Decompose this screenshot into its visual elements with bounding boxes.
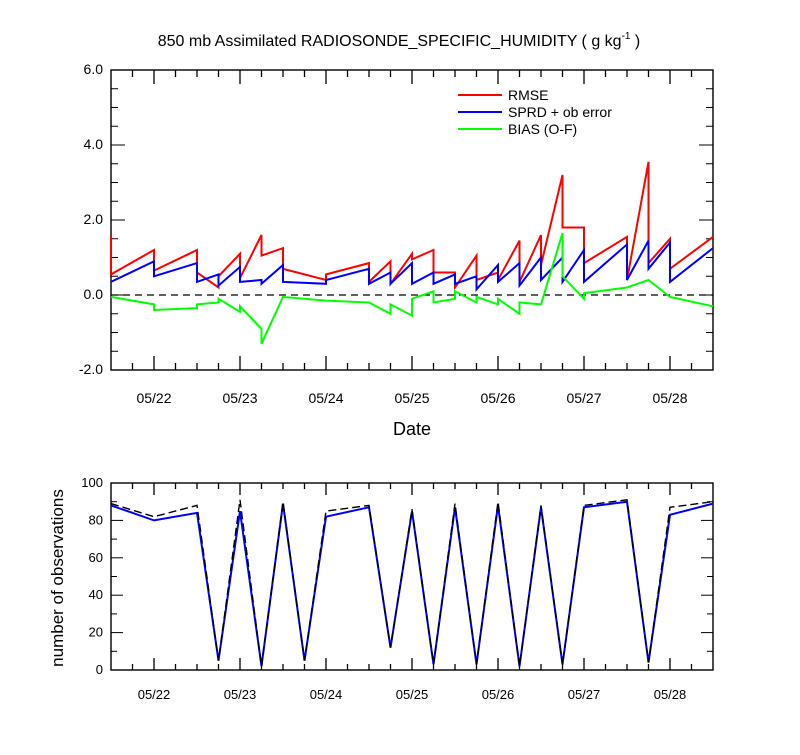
- y-tick-label: 0.0: [84, 286, 104, 302]
- legend-label-rmse: RMSE: [508, 87, 548, 103]
- y-tick-label: 100: [81, 475, 103, 490]
- x-axis-label: Date: [393, 419, 431, 439]
- y-tick-label: 80: [89, 512, 103, 527]
- x-tick-label: 05/22: [138, 687, 171, 702]
- x-tick-label: 05/27: [566, 390, 601, 406]
- plot-frame: [110, 69, 714, 371]
- x-tick-label: 05/26: [480, 390, 515, 406]
- y-tick-label: -2.0: [79, 361, 103, 377]
- legend-label-sprd-ob-error: SPRD + ob error: [508, 104, 612, 120]
- legend-label-bias-o-f: BIAS (O-F): [508, 121, 577, 137]
- x-tick-label: 05/23: [222, 390, 257, 406]
- series-line-sprd-ob-error: [110, 239, 714, 293]
- y-tick-label: 4.0: [84, 136, 104, 152]
- x-tick-label: 05/25: [396, 687, 429, 702]
- x-tick-label: 05/24: [310, 687, 343, 702]
- series-line-assimilated: [110, 500, 714, 667]
- y-tick-label: 6.0: [84, 61, 104, 77]
- chart-title: 850 mb Assimilated RADIOSONDE_SPECIFIC_H…: [158, 31, 641, 50]
- y-axis-label-observations: number of observations: [48, 489, 67, 667]
- x-tick-label: 05/24: [308, 390, 343, 406]
- rmse-bias-panel: -2.0 0.0 2.0 4.0 6.0 05/22 05/23 05/24 05/25 05/2…: [79, 61, 714, 406]
- y-tick-label: 0: [96, 662, 103, 677]
- x-tick-label: 05/25: [394, 390, 429, 406]
- x-tick-label: 05/27: [568, 687, 601, 702]
- x-tick-label: 05/28: [652, 390, 687, 406]
- y-tick-label: 60: [89, 550, 103, 565]
- observations-panel: 0 20 40 60 80 100 05/22 05/23 05/24 05/25 05/26 05/…: [81, 475, 714, 702]
- y-tick-label: 2.0: [84, 211, 104, 227]
- x-tick-label: 05/22: [136, 390, 171, 406]
- y-tick-label: 40: [89, 587, 103, 602]
- series-line-bias-o-f: [110, 232, 714, 345]
- x-tick-label: 05/26: [482, 687, 515, 702]
- series-line-possible: [110, 499, 714, 667]
- y-tick-label: 20: [89, 625, 103, 640]
- x-tick-label: 05/28: [654, 687, 687, 702]
- x-tick-label: 05/23: [224, 687, 257, 702]
